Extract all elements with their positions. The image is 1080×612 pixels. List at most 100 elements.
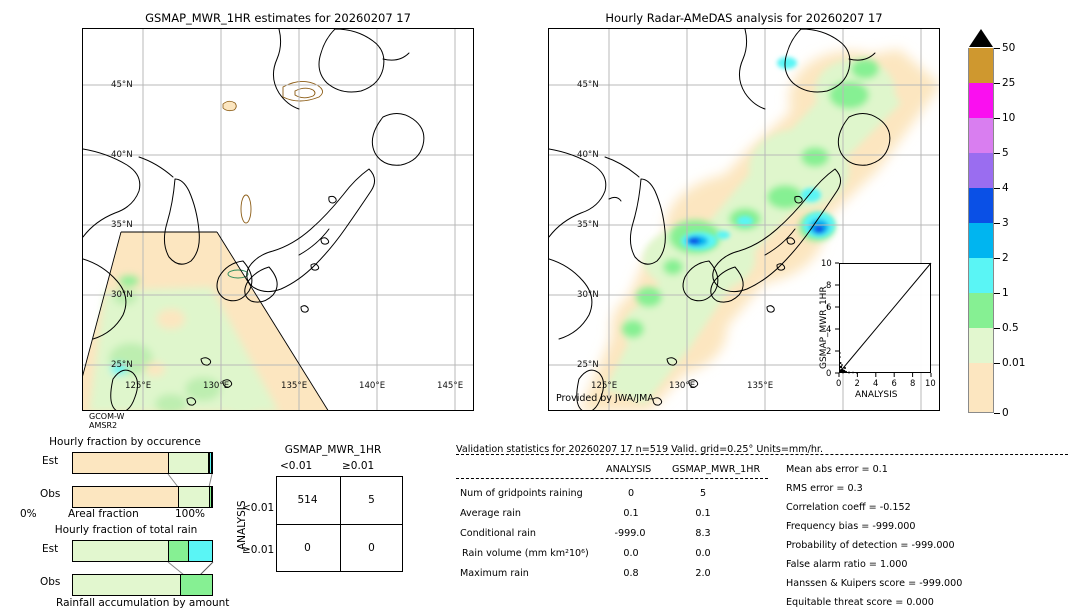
statistics-row-gsmap: 0.1 [695, 508, 711, 519]
colorbar-label-001: 0.01 [1002, 357, 1026, 369]
totalrain-est-label: Est [42, 543, 59, 555]
lon-label-130e: 130°E [203, 381, 230, 391]
colorbar-segment-2 [968, 258, 994, 293]
contingency-col-header-lt: <0.01 [280, 460, 313, 472]
lon-label-130e-right: 130°E [669, 381, 696, 391]
bar-segment [167, 541, 189, 561]
contingency-horizontal-divider [276, 524, 403, 525]
bar-segment [177, 487, 210, 507]
colorbar[interactable]: 50 25 10 5 4 3 2 1 0.5 0.01 0 [968, 28, 1068, 420]
contingency-cell: 514 [297, 494, 318, 506]
contingency-col-title: GSMAP_MWR_1HR [284, 444, 382, 456]
occurrence-axis-min: 0% [20, 508, 37, 520]
colorbar-tick-0 [994, 413, 1000, 414]
contingency-cell: 0 [368, 542, 375, 554]
contingency-cell: 0 [304, 542, 311, 554]
provided-by-label: Provided by JWA/JMA [556, 393, 654, 404]
statistics-score: Probability of detection = -999.000 [786, 540, 955, 551]
statistics-row-label: Rain volume (mm km²10⁶) [462, 548, 589, 559]
lon-label-140e: 140°E [359, 381, 386, 391]
statistics-divider-top [456, 453, 1068, 455]
occurrence-axis-label: Areal fraction [68, 508, 139, 520]
totalrain-obs-bar[interactable] [72, 574, 213, 596]
scatter-inset[interactable]: 0 2 4 6 8 10 0 2 4 6 8 10 ANALYSIS GSMAP… [811, 257, 939, 410]
colorbar-over-arrow [969, 29, 993, 47]
statistics-row-analysis: 0.0 [623, 548, 639, 559]
lon-label-135e: 135°E [281, 381, 308, 391]
colorbar-label-4: 4 [1002, 182, 1009, 194]
colorbar-label-25: 25 [1002, 77, 1016, 89]
colorbar-tick-2 [994, 258, 1000, 259]
lat-label-35n: 35°N [111, 220, 133, 230]
colorbar-label-3: 3 [1002, 217, 1009, 229]
lat-label-40n: 40°N [111, 150, 133, 160]
colorbar-segment-25 [968, 83, 994, 118]
colorbar-tick-4 [994, 188, 1000, 189]
right-panel-title: Hourly Radar-AMeDAS analysis for 2026020… [605, 11, 883, 25]
bar-segment [210, 487, 212, 507]
left-panel-title: GSMAP_MWR_1HR estimates for 20260207 17 [145, 11, 411, 25]
scatter-yaxis-label: GSMAP_MWR_1HR [819, 286, 829, 369]
scatter-xtick-6: 6 [891, 378, 897, 388]
scatter-xtick-8: 8 [910, 378, 916, 388]
lat-label-25n: 25°N [111, 360, 133, 370]
statistics-score: Mean abs error = 0.1 [786, 464, 888, 475]
colorbar-segment-4 [968, 188, 994, 223]
occurrence-connector-lines [167, 474, 213, 488]
totalrain-chart-title: Hourly fraction of total rain [54, 524, 198, 536]
statistics-divider-cols [456, 477, 768, 479]
scatter-xtick-10: 10 [925, 378, 936, 388]
colorbar-tick-3 [994, 223, 1000, 224]
colorbar-tick-50 [994, 48, 1000, 49]
statistics-score: Correlation coeff = -0.152 [786, 502, 911, 513]
lat-label-30n-right: 30°N [577, 290, 599, 300]
colorbar-tick-10 [994, 118, 1000, 119]
contingency-col-header-ge: ≥0.01 [342, 460, 375, 472]
scatter-ytick-0: 0 [826, 368, 832, 378]
occurrence-obs-label: Obs [40, 488, 61, 500]
statistics-row-gsmap: 8.3 [695, 528, 711, 539]
occurrence-est-bar[interactable] [72, 452, 213, 474]
left-map-canvas: 45°N 40°N 35°N 30°N 25°N 125°E 130°E 135… [83, 29, 473, 410]
colorbar-segment-1 [968, 293, 994, 328]
colorbar-label-0: 0 [1002, 407, 1009, 419]
contingency-row-header-ge: ≥0.01 [242, 544, 275, 556]
statistics-header: Validation statistics for 20260207 17 n=… [456, 444, 824, 455]
right-map-graphics [549, 29, 939, 410]
scatter-xtick-4: 4 [873, 378, 879, 388]
scatter-xaxis-label: ANALYSIS [855, 390, 898, 400]
contingency-cell: 5 [368, 494, 375, 506]
statistics-score: Equitable threat score = 0.000 [786, 597, 934, 608]
right-map-canvas: 45°N 40°N 35°N 30°N 25°N 125°E 130°E 135… [549, 29, 939, 410]
colorbar-label-1: 1 [1002, 287, 1009, 299]
lat-label-35n-right: 35°N [577, 220, 599, 230]
totalrain-est-bar[interactable] [72, 540, 213, 562]
contingency-table[interactable]: GSMAP_MWR_1HR <0.01 ≥0.01 ANALYSIS <0.01… [228, 440, 413, 590]
statistics-column-analysis: ANALYSIS [606, 464, 652, 475]
statistics-row-label: Num of gridpoints raining [460, 488, 583, 499]
bar-segment [73, 487, 178, 507]
scatter-ytick-2: 2 [826, 346, 832, 356]
bar-segment [73, 575, 181, 595]
occurrence-obs-bar[interactable] [72, 486, 213, 508]
statistics-row-analysis: 0 [627, 488, 635, 499]
left-map[interactable]: 45°N 40°N 35°N 30°N 25°N 125°E 130°E 135… [82, 28, 474, 411]
colorbar-label-10: 10 [1002, 112, 1016, 124]
lon-label-135e-right: 135°E [747, 381, 774, 391]
statistics-row-analysis: 0.1 [623, 508, 639, 519]
scatter-graphics [835, 262, 932, 377]
scatter-ytick-4: 4 [826, 324, 832, 334]
right-map[interactable]: 45°N 40°N 35°N 30°N 25°N 125°E 130°E 135… [548, 28, 940, 411]
statistics-row-gsmap: 5 [699, 488, 707, 499]
totalrain-obs-label: Obs [40, 576, 61, 588]
totalrain-axis-label: Rainfall accumulation by amount [56, 597, 230, 609]
statistics-row-label: Maximum rain [460, 568, 529, 579]
left-map-graphics [83, 29, 473, 410]
statistics-score: Frequency bias = -999.000 [786, 521, 916, 532]
totalrain-connector-lines [167, 562, 214, 576]
colorbar-label-5: 5 [1002, 147, 1009, 159]
scatter-xtick-2: 2 [854, 378, 860, 388]
scatter-xtick-0: 0 [836, 378, 842, 388]
statistics-score: RMS error = 0.3 [786, 483, 863, 494]
colorbar-tick-001 [994, 363, 1000, 364]
